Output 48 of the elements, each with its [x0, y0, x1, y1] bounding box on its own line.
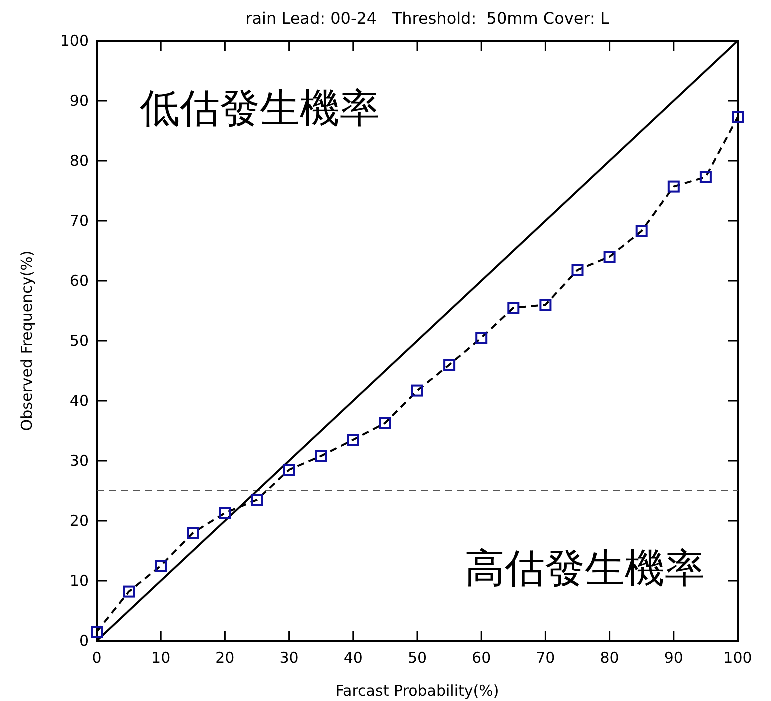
- x-tick-label: 30: [280, 649, 299, 667]
- y-tick-label: 0: [79, 632, 89, 650]
- y-tick-label: 60: [70, 272, 89, 290]
- point: [123, 586, 136, 598]
- x-tick-label: 60: [472, 649, 492, 667]
- y-tick-label: 90: [70, 92, 89, 110]
- x-tick-label: 0: [92, 649, 102, 667]
- x-tick-label: 100: [724, 649, 752, 667]
- y-tick-label: 50: [70, 332, 89, 350]
- point: [604, 251, 616, 263]
- point: [508, 302, 520, 314]
- x-tick-label: 10: [152, 649, 171, 667]
- y-tick-label: 100: [60, 32, 89, 50]
- point: [155, 560, 168, 572]
- y-tick-label: 40: [70, 392, 89, 410]
- x-tick-label: 50: [408, 649, 428, 667]
- point: [283, 464, 296, 476]
- point: [251, 494, 264, 506]
- point: [347, 434, 360, 446]
- point: [219, 507, 232, 520]
- x-tick-label: 40: [344, 649, 363, 667]
- point: [187, 527, 200, 539]
- annotation: 低估發生機率: [140, 86, 380, 132]
- point: [668, 180, 680, 193]
- x-axis-title: Farcast Probability(%): [336, 682, 500, 700]
- annotation: 高估發生機率: [465, 546, 705, 592]
- x-tick-label: 90: [664, 649, 684, 667]
- point: [412, 384, 424, 397]
- point: [732, 111, 744, 124]
- point: [476, 332, 488, 344]
- y-tick-label: 10: [70, 572, 89, 590]
- x-tick-label: 70: [536, 649, 556, 667]
- point: [379, 417, 392, 430]
- point: [444, 359, 456, 371]
- point: [636, 225, 648, 238]
- chart-title: rain Lead: 00-24 Threshold: 50mm Cover: L: [246, 9, 610, 28]
- y-tick-label: 80: [70, 152, 89, 170]
- x-tick-label: 80: [600, 649, 620, 667]
- y-axis-title: Observed Frequency(%): [18, 250, 36, 432]
- y-tick-label: 20: [70, 512, 89, 530]
- point: [572, 264, 584, 276]
- y-tick-label: 30: [70, 452, 89, 470]
- y-tick-label: 70: [70, 212, 89, 230]
- point: [315, 450, 328, 462]
- point: [700, 171, 712, 184]
- x-tick-label: 20: [216, 649, 235, 667]
- point: [91, 626, 103, 638]
- point: [540, 299, 552, 311]
